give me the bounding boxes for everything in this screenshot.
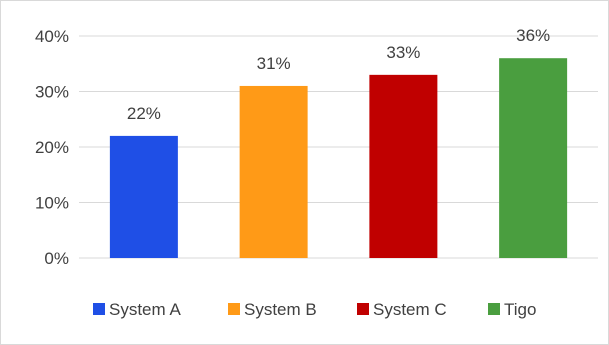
legend-swatch — [488, 303, 500, 315]
data-labels: 22% 31% 33% 36% — [127, 26, 550, 123]
y-tick-label: 0% — [44, 249, 69, 268]
legend-label: System A — [109, 300, 181, 319]
data-label: 31% — [257, 54, 291, 73]
y-tick-label: 20% — [35, 138, 69, 157]
data-label: 22% — [127, 104, 161, 123]
y-axis-tick-labels: 0% 10% 20% 30% 40% — [35, 27, 69, 268]
data-label: 33% — [386, 43, 420, 62]
legend-swatch — [228, 303, 240, 315]
legend-label: System B — [244, 300, 317, 319]
bar-system-b — [239, 85, 308, 258]
legend: System A System B System C Tigo — [93, 300, 536, 319]
bar-tigo — [499, 58, 568, 259]
y-tick-label: 30% — [35, 83, 69, 102]
legend-label: System C — [373, 300, 447, 319]
bar-system-a — [109, 135, 178, 258]
y-tick-label: 40% — [35, 27, 69, 46]
legend-label: Tigo — [504, 300, 536, 319]
bars — [109, 58, 568, 259]
data-label: 36% — [516, 26, 550, 45]
y-tick-label: 10% — [35, 194, 69, 213]
bar-system-c — [369, 74, 438, 258]
legend-swatch — [93, 303, 105, 315]
legend-swatch — [357, 303, 369, 315]
